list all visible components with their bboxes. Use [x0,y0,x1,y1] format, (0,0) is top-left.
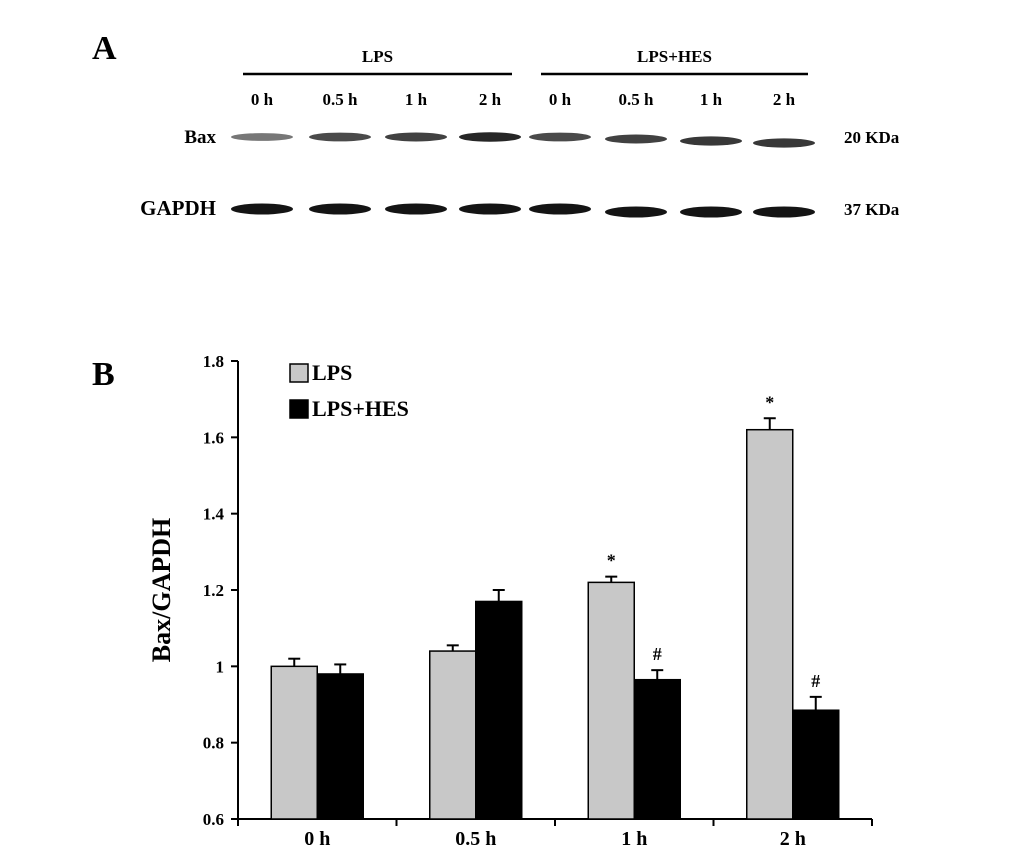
band-gapdh-lane-5 [529,203,591,215]
significance-marker: # [811,671,820,691]
band-gapdh-lane-6 [605,206,667,218]
lane-label-8: 2 h [773,90,796,109]
legend-label-2: LPS+HES [312,396,409,421]
bar-lps-0-h [270,665,318,820]
blot-size-label-bax: 20 KDa [844,128,900,147]
band-bax-lane-8 [753,138,815,148]
lane-label-2: 0.5 h [323,90,359,109]
significance-marker: * [765,392,774,412]
y-tick-label: 1.8 [203,352,224,371]
blot-row-label-gapdh: GAPDH [140,196,216,220]
legend-label-1: LPS [312,360,352,385]
lane-label-4: 2 h [479,90,502,109]
band-bax-lane-1 [231,133,293,141]
band-bax-lane-2 [309,132,371,142]
x-tick-label: 2 h [780,828,806,850]
legend-swatch-2 [289,399,309,419]
band-gapdh-lane-3 [385,203,447,215]
western-blot-panel: LPS LPS+HES 0 h 0.5 h 1 h 2 h 0 h 0.5 h 1 h 2 h Ba… [140,47,900,220]
y-tick-label: 1.2 [203,581,224,600]
group-label-2: LPS+HES [637,47,712,66]
bax-gapdh-bar-chart: 0.6 0.8 1 1.2 1.4 1.6 1.8 0 h 0.5 h 1 h 2 h Bax/GAP… [147,352,873,850]
band-bax-lane-3 [385,132,447,142]
band-bax-lane-6 [605,134,667,144]
lane-label-6: 0.5 h [619,90,655,109]
y-tick-label: 0.6 [203,810,224,829]
bar-lps-hes-1-h [633,678,681,820]
blot-size-label-gapdh: 37 KDa [844,200,900,219]
lane-label-1: 0 h [251,90,274,109]
band-bax-lane-4 [459,132,521,142]
y-tick-label: 0.8 [203,734,224,753]
lane-label-7: 1 h [700,90,723,109]
lane-label-5: 0 h [549,90,572,109]
band-gapdh-lane-4 [459,203,521,215]
band-bax-lane-5 [529,132,591,142]
bar-lps-hes-0-h [316,673,364,820]
bar-lps-1-h [587,581,635,820]
y-tick-label: 1.6 [203,428,224,447]
band-gapdh-lane-7 [680,206,742,218]
band-gapdh-lane-8 [753,206,815,218]
x-tick-label: 0.5 h [455,828,496,850]
x-tick-label: 1 h [621,828,647,850]
group-label-1: LPS [362,47,393,66]
band-gapdh-lane-1 [231,203,293,215]
y-tick-label: 1 [216,657,225,676]
legend-swatch-1 [289,363,309,383]
panel-b-letter: B [92,356,115,393]
band-bax-lane-7 [680,136,742,146]
bar-lps-2-h [746,428,794,820]
significance-marker: * [607,551,616,571]
x-tick-label: 0 h [304,828,330,850]
lane-label-3: 1 h [405,90,428,109]
blot-row-label-bax: Bax [184,127,216,148]
panel-a-letter: A [92,30,117,67]
bar-lps-hes-2-h [792,709,840,820]
band-gapdh-lane-2 [309,203,371,215]
y-axis-label: Bax/GAPDH [147,518,176,662]
bar-lps-0-5-h [429,650,477,820]
y-tick-label: 1.4 [203,505,225,524]
bar-lps-hes-0-5-h [475,600,523,820]
significance-marker: # [653,644,662,664]
